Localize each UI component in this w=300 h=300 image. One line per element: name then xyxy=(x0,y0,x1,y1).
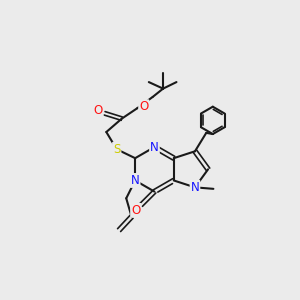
Text: N: N xyxy=(150,140,159,154)
Text: O: O xyxy=(139,100,148,113)
Text: O: O xyxy=(93,104,103,117)
Text: N: N xyxy=(131,174,140,187)
Text: O: O xyxy=(131,204,140,217)
Text: S: S xyxy=(113,143,120,156)
Text: N: N xyxy=(190,181,199,194)
